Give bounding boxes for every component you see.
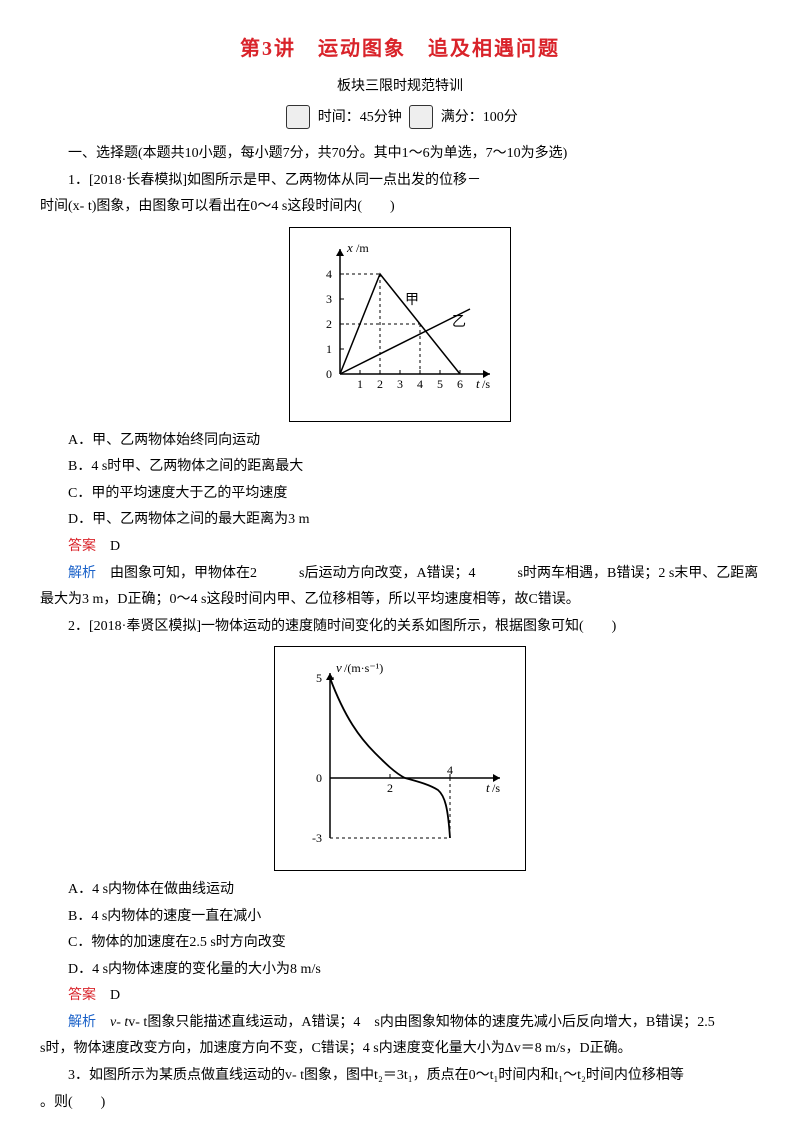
svg-text:2: 2: [377, 377, 383, 391]
q2-answer-label: 答案: [68, 988, 96, 1003]
q1-opt-a: A．甲、乙两物体始终同向运动: [68, 428, 760, 455]
svg-text:/(m·s⁻¹): /(m·s⁻¹): [344, 661, 383, 675]
ornament-icon-2: [409, 105, 433, 129]
figure-2-wrap: v /(m·s⁻¹) t /s 5 0 -3 2 4: [40, 646, 760, 871]
q2-analysis-1: v- t图象只能描述直线运动，A错误；4 s内由图象知物体的速度先减小后反向增大…: [128, 1015, 714, 1030]
ornament-icon-1: [286, 105, 310, 129]
svg-text:2: 2: [387, 781, 393, 795]
svg-text:0: 0: [326, 367, 332, 381]
q2-opt-d: D．4 s内物体速度的变化量的大小为8 m/s: [68, 957, 760, 984]
figure-2: v /(m·s⁻¹) t /s 5 0 -3 2 4: [274, 646, 526, 871]
svg-text:/s: /s: [492, 781, 500, 795]
svg-text:3: 3: [326, 292, 332, 306]
svg-text:0: 0: [316, 771, 322, 785]
svg-text:4: 4: [417, 377, 423, 391]
q1-opt-d: D．甲、乙两物体之间的最大距离为3 m: [68, 507, 760, 534]
q1-opt-b: B．4 s时甲、乙两物体之间的距离最大: [68, 454, 760, 481]
q2-answer: D: [110, 988, 120, 1003]
svg-text:3: 3: [397, 377, 403, 391]
svg-text:v: v: [336, 660, 342, 675]
q2-stem: 2．[2018·奉贤区模拟]一物体运动的速度随时间变化的关系如图所示，根据图象可…: [40, 614, 760, 641]
svg-text:/s: /s: [482, 377, 490, 391]
svg-text:5: 5: [316, 671, 322, 685]
time-label: 时间：: [318, 110, 360, 125]
q2-analysis-2: s时，物体速度改变方向，加速度方向不变，C错误；4 s内速度变化量大小为Δv＝8…: [40, 1036, 760, 1063]
q3-stem-1: 3．如图所示为某质点做直线运动的v- t图象，图中t₂＝3t₁，质点在0～t₁时…: [40, 1063, 760, 1090]
svg-text:x: x: [346, 240, 353, 255]
svg-text:1: 1: [326, 342, 332, 356]
q2-opt-c: C．物体的加速度在2.5 s时方向改变: [68, 930, 760, 957]
svg-text:甲: 甲: [405, 293, 419, 308]
svg-text:t: t: [486, 780, 490, 795]
q1-stem-1: 1．[2018·长春模拟]如图所示是甲、乙两物体从同一点出发的位移－: [40, 168, 760, 195]
svg-text:6: 6: [457, 377, 463, 391]
score-label: 满分：: [441, 110, 483, 125]
svg-text:t: t: [476, 376, 480, 391]
figure-1-svg: 1 2 3 4 5 6 0 1 2: [300, 234, 500, 404]
q1-stem-2: 时间(x- t)图象，由图象可以看出在0～4 s这段时间内( ): [40, 194, 760, 221]
time-value: 45分钟: [360, 110, 402, 125]
svg-text:4: 4: [326, 267, 332, 281]
svg-text:-3: -3: [312, 831, 322, 845]
section-1-intro: 一、选择题(本题共10小题，每小题7分，共70分。其中1～6为单选，7～10为多…: [40, 141, 760, 168]
svg-text:2: 2: [326, 317, 332, 331]
score-value: 100分: [483, 110, 518, 125]
q2-opt-a: A．4 s内物体在做曲线运动: [68, 877, 760, 904]
q1-answer: D: [110, 539, 120, 554]
lesson-title: 第3讲 运动图象 追及相遇问题: [40, 30, 760, 68]
q2-opt-b: B．4 s内物体的速度一直在减小: [68, 904, 760, 931]
time-score-row: 时间：45分钟 满分：100分: [40, 105, 760, 132]
q1-analysis-label: 解析: [68, 566, 96, 581]
svg-text:1: 1: [357, 377, 363, 391]
svg-text:5: 5: [437, 377, 443, 391]
figure-1: 1 2 3 4 5 6 0 1 2: [289, 227, 511, 422]
figure-1-wrap: 1 2 3 4 5 6 0 1 2: [40, 227, 760, 422]
q1-answer-label: 答案: [68, 539, 96, 554]
figure-2-svg: v /(m·s⁻¹) t /s 5 0 -3 2 4: [285, 653, 515, 853]
svg-text:乙: 乙: [452, 314, 466, 330]
q2-analysis-label: 解析: [68, 1015, 96, 1030]
svg-text:/m: /m: [356, 241, 369, 255]
section-subtitle: 板块三限时规范特训: [40, 74, 760, 101]
q1-analysis: 由图象可知，甲物体在2 s后运动方向改变，A错误；4 s时两车相遇，B错误；2 …: [40, 566, 758, 608]
q3-stem-2: 。则( ): [40, 1090, 760, 1117]
q1-opt-c: C．甲的平均速度大于乙的平均速度: [68, 481, 760, 508]
